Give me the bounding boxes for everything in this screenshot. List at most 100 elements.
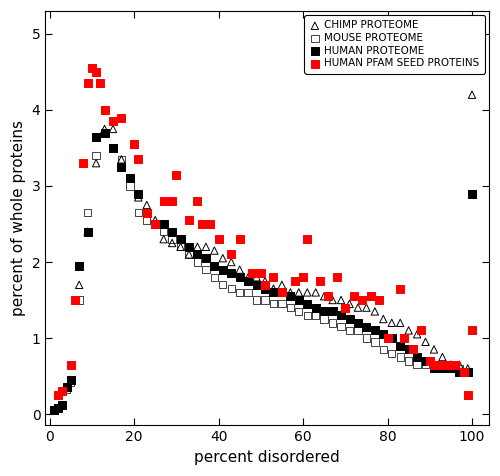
MOUSE PROTEOME [202,266,210,273]
CHIMP PROTEOME [354,304,362,311]
HUMAN PROTEOME [413,353,421,361]
HUMAN PFAM SEED PROTEINS [418,327,426,334]
HUMAN PFAM SEED PROTEINS [151,220,159,228]
MOUSE PROTEOME [354,327,362,334]
HUMAN PROTEOME [295,296,303,304]
CHIMP PROTEOME [126,175,134,182]
CHIMP PROTEOME [337,296,345,304]
MOUSE PROTEOME [252,296,260,304]
MOUSE PROTEOME [430,365,438,372]
MOUSE PROTEOME [413,361,421,368]
HUMAN PFAM SEED PROTEINS [118,114,126,121]
HUMAN PFAM SEED PROTEINS [172,171,180,178]
CHIMP PROTEOME [244,273,252,281]
CHIMP PROTEOME [328,296,336,304]
HUMAN PFAM SEED PROTEINS [236,236,244,243]
MOUSE PROTEOME [464,368,472,376]
HUMAN PFAM SEED PROTEINS [333,273,341,281]
CHIMP PROTEOME [430,346,438,353]
MOUSE PROTEOME [219,281,227,288]
CHIMP PROTEOME [312,288,320,296]
HUMAN PFAM SEED PROTEINS [227,250,235,258]
HUMAN PROTEOME [337,311,345,319]
CHIMP PROTEOME [236,266,244,273]
CHIMP PROTEOME [194,243,202,250]
CHIMP PROTEOME [168,239,176,247]
HUMAN PROTEOME [66,376,74,384]
HUMAN PFAM SEED PROTEINS [96,79,104,87]
MOUSE PROTEOME [168,236,176,243]
CHIMP PROTEOME [50,407,58,414]
MOUSE PROTEOME [312,311,320,319]
HUMAN PFAM SEED PROTEINS [290,277,298,285]
CHIMP PROTEOME [62,384,70,391]
MOUSE PROTEOME [396,353,404,361]
MOUSE PROTEOME [62,386,70,394]
HUMAN PROTEOME [430,365,438,372]
CHIMP PROTEOME [227,258,235,266]
MOUSE PROTEOME [304,311,312,319]
X-axis label: percent disordered: percent disordered [194,450,340,465]
CHIMP PROTEOME [438,353,446,361]
HUMAN PROTEOME [210,262,218,269]
MOUSE PROTEOME [109,144,117,152]
HUMAN PROTEOME [75,262,83,269]
CHIMP PROTEOME [422,338,430,346]
HUMAN PFAM SEED PROTEINS [384,334,392,342]
HUMAN PFAM SEED PROTEINS [460,368,468,376]
HUMAN PROTEOME [278,288,286,296]
MOUSE PROTEOME [210,273,218,281]
HUMAN PROTEOME [328,307,336,315]
HUMAN PROTEOME [92,133,100,140]
CHIMP PROTEOME [456,361,464,368]
MOUSE PROTEOME [261,296,269,304]
MOUSE PROTEOME [422,361,430,368]
HUMAN PFAM SEED PROTEINS [316,277,324,285]
MOUSE PROTEOME [143,217,151,224]
CHIMP PROTEOME [320,292,328,300]
HUMAN PROTEOME [194,250,202,258]
HUMAN PROTEOME [58,401,66,409]
MOUSE PROTEOME [380,346,388,353]
CHIMP PROTEOME [202,243,210,250]
CHIMP PROTEOME [362,304,370,311]
HUMAN PROTEOME [134,190,142,198]
CHIMP PROTEOME [261,277,269,285]
HUMAN PROTEOME [109,144,117,152]
HUMAN PROTEOME [371,327,379,334]
HUMAN PROTEOME [168,228,176,236]
CHIMP PROTEOME [75,281,83,288]
HUMAN PROTEOME [50,407,58,414]
HUMAN PFAM SEED PROTEINS [80,159,88,167]
HUMAN PFAM SEED PROTEINS [198,220,205,228]
HUMAN PFAM SEED PROTEINS [324,292,332,300]
CHIMP PROTEOME [143,201,151,209]
MOUSE PROTEOME [176,243,184,250]
HUMAN PFAM SEED PROTEINS [350,292,358,300]
HUMAN PROTEOME [312,304,320,311]
MOUSE PROTEOME [134,209,142,217]
CHIMP PROTEOME [468,91,476,99]
HUMAN PFAM SEED PROTEINS [143,209,151,217]
HUMAN PROTEOME [464,368,472,376]
MOUSE PROTEOME [388,349,396,357]
HUMAN PROTEOME [468,190,476,198]
HUMAN PFAM SEED PROTEINS [396,285,404,292]
CHIMP PROTEOME [176,243,184,250]
HUMAN PROTEOME [438,365,446,372]
CHIMP PROTEOME [66,376,74,384]
CHIMP PROTEOME [304,288,312,296]
MOUSE PROTEOME [75,296,83,304]
HUMAN PROTEOME [422,357,430,365]
HUMAN PFAM SEED PROTEINS [468,327,476,334]
HUMAN PROTEOME [346,315,354,323]
MOUSE PROTEOME [92,152,100,159]
HUMAN PROTEOME [244,277,252,285]
MOUSE PROTEOME [50,407,58,414]
CHIMP PROTEOME [252,273,260,281]
HUMAN PFAM SEED PROTEINS [88,64,96,72]
HUMAN PFAM SEED PROTEINS [100,106,108,114]
HUMAN PROTEOME [84,228,92,236]
HUMAN PROTEOME [354,319,362,327]
CHIMP PROTEOME [278,281,286,288]
